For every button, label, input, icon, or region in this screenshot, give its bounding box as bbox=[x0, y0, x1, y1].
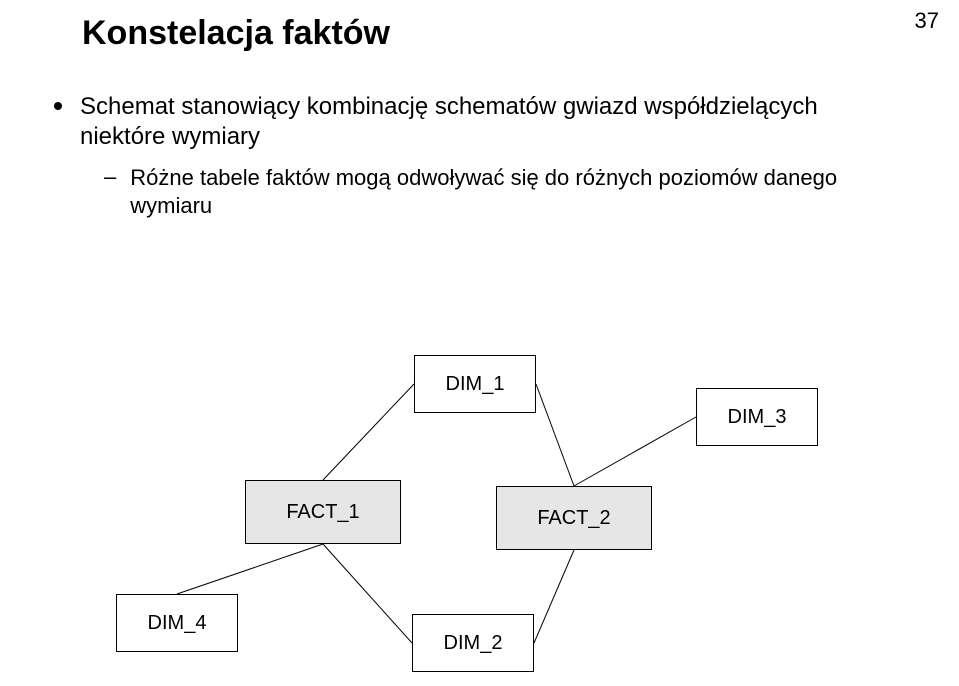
edge-dim3-fact2 bbox=[574, 417, 696, 486]
bullet-dot bbox=[54, 102, 62, 110]
page-number: 37 bbox=[915, 8, 939, 34]
edge-dim1-fact2 bbox=[536, 384, 574, 486]
sub-bullet-dash: – bbox=[104, 164, 116, 190]
sub-bullet-text: Różne tabele faktów mogą odwoływać się d… bbox=[130, 164, 894, 219]
edge-fact2-dim2 bbox=[534, 550, 574, 643]
bullet-main: Schemat stanowiący kombinację schematów … bbox=[54, 92, 884, 152]
edge-fact1-dim4 bbox=[177, 544, 323, 594]
bullet-text: Schemat stanowiący kombinację schematów … bbox=[80, 92, 884, 152]
node-dim2: DIM_2 bbox=[412, 614, 534, 672]
node-fact2: FACT_2 bbox=[496, 486, 652, 550]
node-dim3: DIM_3 bbox=[696, 388, 818, 446]
node-fact1: FACT_1 bbox=[245, 480, 401, 544]
node-dim4: DIM_4 bbox=[116, 594, 238, 652]
edge-fact1-dim2 bbox=[323, 544, 412, 643]
node-dim1: DIM_1 bbox=[414, 355, 536, 413]
sub-bullet: – Różne tabele faktów mogą odwoływać się… bbox=[104, 164, 894, 219]
edge-dim1-fact1 bbox=[323, 384, 414, 480]
page-title: Konstelacja faktów bbox=[82, 14, 390, 53]
